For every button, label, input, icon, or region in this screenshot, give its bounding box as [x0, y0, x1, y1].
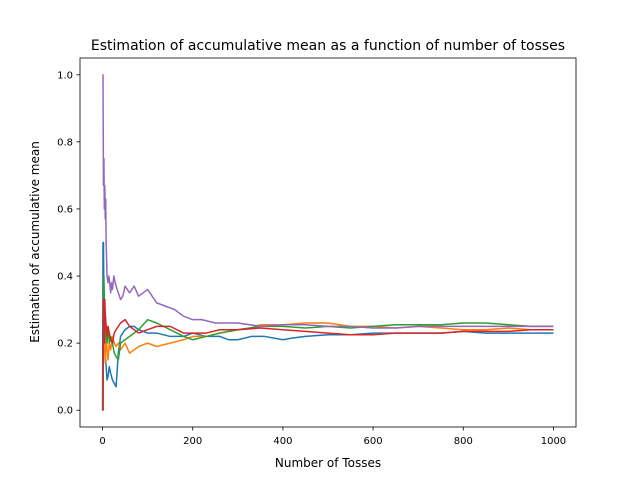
y-tick-label: 0.6: [57, 204, 73, 215]
series-line-3: [102, 275, 554, 411]
y-tick-label: 0.8: [57, 137, 73, 148]
y-axis-label: Estimation of accumulative mean: [28, 141, 42, 343]
plot-frame: [79, 57, 577, 428]
x-axis-label: Number of Tosses: [275, 456, 381, 470]
chart-title: Estimation of accumulative mean as a fun…: [91, 38, 565, 54]
x-tick-label: 400: [273, 436, 292, 447]
x-tick-label: 200: [183, 436, 202, 447]
x-tick-label: 0: [99, 436, 105, 447]
x-tick-label: 800: [454, 436, 473, 447]
y-tick-label: 1.0: [57, 70, 73, 81]
y-tick-label: 0.4: [57, 272, 73, 283]
series-layer: [101, 74, 554, 411]
x-tick-label: 600: [364, 436, 383, 447]
series-line-5: [102, 74, 554, 329]
x-tick-label: 1000: [541, 436, 566, 447]
x-axis-ticks: 0 200 400 600 800 1000: [99, 427, 566, 447]
series-line-4: [102, 298, 554, 411]
y-axis-ticks: 0.0 0.2 0.4 0.6 0.8 1.0: [57, 70, 80, 417]
series-line-1: [101, 241, 554, 411]
y-tick-label: 0.2: [57, 339, 73, 350]
y-tick-label: 0.0: [57, 406, 73, 417]
